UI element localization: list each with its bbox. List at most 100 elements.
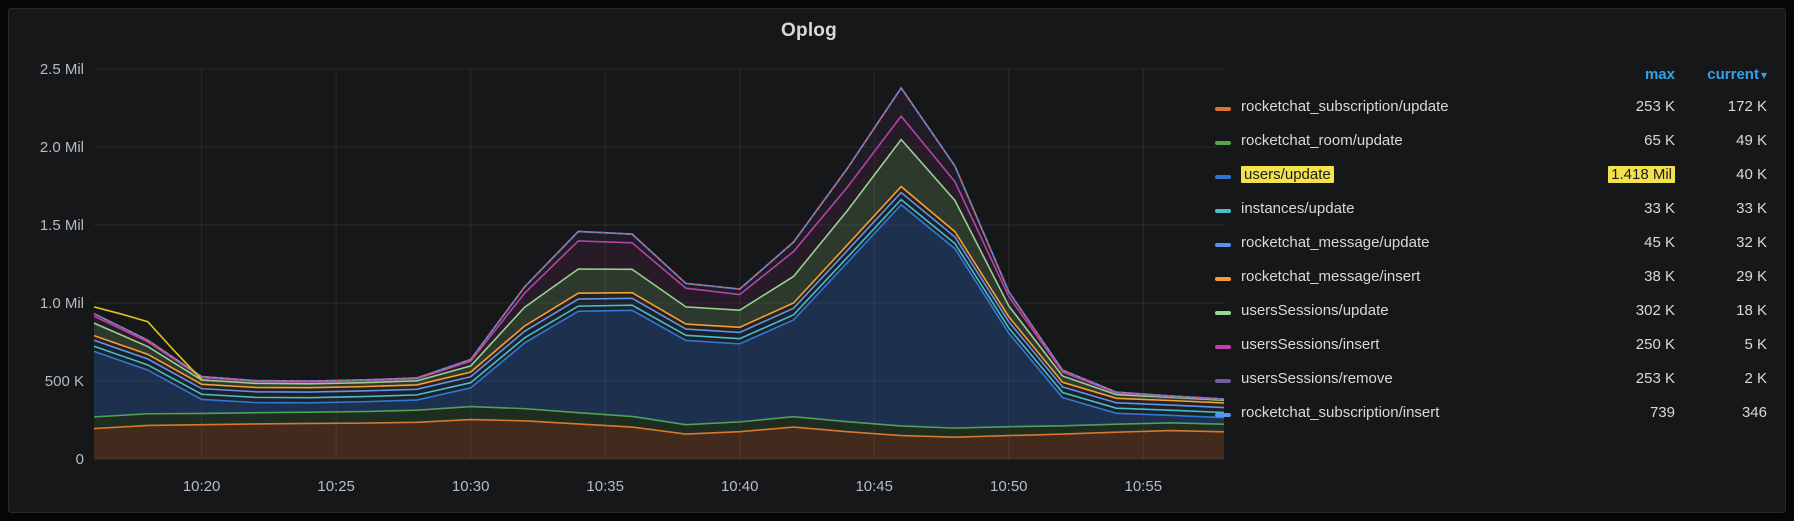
legend-row: users/update 1.418 Mil 40 K	[1215, 157, 1767, 191]
legend-max-value: 38 K	[1555, 268, 1675, 285]
legend-max-value: 65 K	[1555, 132, 1675, 149]
legend-series-name[interactable]: rocketchat_message/insert	[1241, 268, 1555, 285]
legend-series-name-text: rocketchat_subscription/insert	[1241, 403, 1440, 421]
legend-current-value: 346	[1741, 403, 1767, 421]
legend-row: rocketchat_room/update 65 K 49 K	[1215, 123, 1767, 157]
legend-current-value: 29 K	[1736, 267, 1767, 285]
y-axis-label: 2.5 Mil	[40, 61, 84, 78]
legend-series-name[interactable]: usersSessions/remove	[1241, 370, 1555, 387]
legend-series-name[interactable]: rocketchat_subscription/insert	[1241, 404, 1555, 421]
legend-max-value-text: 302 K	[1635, 301, 1675, 319]
x-axis-label: 10:40	[721, 478, 759, 495]
series-color-swatch-cell	[1215, 98, 1241, 115]
x-axis-label: 10:55	[1125, 478, 1163, 495]
series-line	[93, 138, 1225, 401]
legend-max-value: 33 K	[1555, 200, 1675, 217]
legend-row: rocketchat_message/insert 38 K 29 K	[1215, 259, 1767, 293]
legend-current-value: 32 K	[1736, 233, 1767, 251]
legend-max-value: 739	[1555, 404, 1675, 421]
series-area	[94, 419, 1224, 459]
chart-region: 0 500 K 1.0 Mil 1.5 Mil 2.0 Mil 2.5 Mil 10:20 1…	[19, 53, 1234, 508]
legend-max-value-text: 65 K	[1644, 131, 1675, 149]
series-color-swatch	[1215, 208, 1231, 213]
series-color-swatch-cell	[1215, 166, 1241, 183]
legend-current-value: 5 K	[1744, 335, 1767, 353]
series-area	[94, 192, 1224, 413]
legend-series-name[interactable]: rocketchat_message/update	[1241, 234, 1555, 251]
legend-current-value: 49 K	[1736, 131, 1767, 149]
legend-series-name[interactable]: usersSessions/update	[1241, 302, 1555, 319]
panel-title[interactable]: Oplog	[781, 20, 837, 41]
series-color-swatch	[1215, 140, 1231, 145]
x-axis-label: 10:30	[452, 478, 490, 495]
legend-series-name[interactable]: instances/update	[1241, 200, 1555, 217]
legend-series-name-text: instances/update	[1241, 199, 1355, 217]
legend-series-name[interactable]: usersSessions/insert	[1241, 336, 1555, 353]
legend-series-name-text: rocketchat_room/update	[1241, 131, 1403, 149]
x-axis-label: 10:50	[990, 478, 1028, 495]
legend-rows: rocketchat_subscription/update 253 K 172 K…	[1215, 89, 1767, 429]
series-line	[93, 203, 1225, 419]
series-area	[94, 204, 1224, 429]
legend-max-value: 250 K	[1555, 336, 1675, 353]
series-color-swatch-cell	[1215, 132, 1241, 149]
series-line	[93, 185, 1225, 404]
series-line	[93, 418, 1225, 438]
stack-total-dashed-line	[93, 86, 1225, 400]
series-area	[94, 199, 1224, 418]
legend-max-value: 302 K	[1555, 302, 1675, 319]
legend-max-value-text: 253 K	[1635, 97, 1675, 115]
legend-current-value: 18 K	[1736, 301, 1767, 319]
legend-series-name-text: users/update	[1241, 165, 1334, 183]
series-area	[94, 406, 1224, 438]
legend-max-value-text: 250 K	[1635, 335, 1675, 353]
legend-max-value: 45 K	[1555, 234, 1675, 251]
legend-max-value-text: 1.418 Mil	[1608, 165, 1675, 183]
series-color-swatch-cell	[1215, 234, 1241, 251]
series-line	[93, 405, 1225, 429]
oplog-graph[interactable]: 0 500 K 1.0 Mil 1.5 Mil 2.0 Mil 2.5 Mil 10:20 1…	[19, 53, 1234, 508]
legend: max current ▾ rocketchat_subscription/upd…	[1215, 59, 1767, 429]
legend-header: max current ▾	[1215, 59, 1767, 89]
legend-series-name-text: rocketchat_message/update	[1241, 233, 1430, 251]
legend-row: rocketchat_subscription/insert 739 346	[1215, 395, 1767, 429]
legend-max-value-text: 253 K	[1635, 369, 1675, 387]
legend-max-value-text: 45 K	[1644, 233, 1675, 251]
legend-current-value: 2 K	[1744, 369, 1767, 387]
legend-series-name[interactable]: rocketchat_room/update	[1241, 132, 1555, 149]
y-axis-label: 1.5 Mil	[40, 217, 84, 234]
y-axis-label: 500 K	[45, 373, 84, 390]
legend-max-value-text: 33 K	[1644, 199, 1675, 217]
series-color-swatch	[1215, 106, 1231, 111]
legend-row: rocketchat_message/update 45 K 32 K	[1215, 225, 1767, 259]
y-axis-label: 2.0 Mil	[40, 139, 84, 156]
series-color-swatch	[1215, 174, 1231, 179]
series-color-swatch	[1215, 310, 1231, 315]
series-color-swatch	[1215, 276, 1231, 281]
series-color-swatch	[1215, 378, 1231, 383]
legend-max-value-text: 739	[1649, 403, 1675, 421]
series-line	[93, 191, 1225, 409]
y-axis-label: 0	[76, 451, 84, 468]
legend-series-name[interactable]: users/update	[1241, 165, 1555, 183]
legend-row: usersSessions/update 302 K 18 K	[1215, 293, 1767, 327]
legend-row: usersSessions/remove 253 K 2 K	[1215, 361, 1767, 395]
x-axis-label: 10:45	[855, 478, 893, 495]
legend-sort-current[interactable]: current ▾	[1675, 66, 1767, 83]
legend-current-value: 33 K	[1736, 199, 1767, 217]
legend-sort-current-label: current	[1707, 65, 1759, 83]
series-color-swatch-cell	[1215, 268, 1241, 285]
series-color-swatch-cell	[1215, 404, 1241, 421]
x-axis-label: 10:35	[586, 478, 624, 495]
legend-series-name[interactable]: rocketchat_subscription/update	[1241, 98, 1555, 115]
legend-current-value: 172 K	[1727, 97, 1767, 115]
y-axis-label: 1.0 Mil	[40, 295, 84, 312]
series-color-swatch-cell	[1215, 200, 1241, 217]
legend-series-name-text: usersSessions/update	[1241, 301, 1389, 319]
series-color-swatch	[1215, 344, 1231, 349]
left-edge-yellow-line	[93, 306, 203, 380]
series-color-swatch-cell	[1215, 302, 1241, 319]
series-color-swatch	[1215, 242, 1231, 247]
legend-row: rocketchat_subscription/update 253 K 172 K	[1215, 89, 1767, 123]
legend-sort-max[interactable]: max	[1644, 65, 1675, 83]
